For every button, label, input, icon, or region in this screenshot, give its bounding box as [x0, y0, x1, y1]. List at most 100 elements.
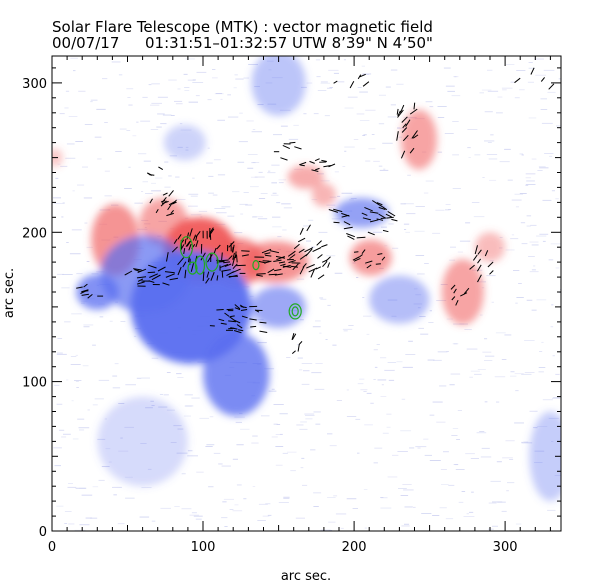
- noise-streak: [151, 190, 161, 192]
- field-vector: [333, 80, 338, 84]
- noise-streak: [267, 172, 276, 174]
- noise-streak: [400, 430, 412, 432]
- field-vector: [315, 266, 322, 270]
- noise-streak: [239, 203, 248, 205]
- noise-streak: [482, 177, 485, 178]
- noise-streak: [299, 428, 308, 430]
- noise-streak: [487, 69, 493, 71]
- field-vector: [476, 264, 482, 272]
- y-axis-label: arc sec.: [2, 268, 17, 318]
- noise-streak: [445, 209, 450, 211]
- field-vector: [399, 104, 405, 114]
- noise-streak: [188, 101, 198, 103]
- field-vector: [455, 299, 459, 306]
- noise-streak: [501, 510, 507, 512]
- noise-streak: [320, 298, 327, 300]
- field-vector: [149, 273, 158, 278]
- noise-streak: [373, 379, 376, 380]
- field-vector: [241, 254, 249, 257]
- negative-field-region: [97, 396, 188, 487]
- noise-streak: [243, 192, 249, 193]
- noise-streak: [365, 109, 376, 111]
- noise-streak: [128, 166, 131, 168]
- noise-streak: [521, 441, 524, 443]
- positive-field-region: [441, 259, 484, 325]
- noise-streak: [396, 83, 404, 85]
- noise-streak: [502, 457, 513, 459]
- noise-streak: [267, 514, 272, 516]
- noise-streak: [174, 506, 180, 507]
- noise-streak: [531, 244, 539, 246]
- noise-streak: [439, 385, 447, 387]
- noise-streak: [258, 503, 268, 505]
- noise-streak: [72, 190, 75, 192]
- noise-streak: [404, 523, 410, 525]
- field-vector: [182, 261, 187, 268]
- noise-streak: [521, 373, 532, 375]
- field-vector: [232, 263, 238, 270]
- noise-streak: [386, 413, 392, 415]
- noise-streak: [539, 233, 549, 235]
- noise-streak: [378, 94, 386, 96]
- field-vector: [137, 268, 147, 273]
- field-vector: [369, 211, 379, 214]
- field-vector: [322, 260, 328, 268]
- noise-streak: [464, 329, 472, 330]
- noise-streak: [187, 455, 198, 457]
- field-vector: [195, 240, 199, 248]
- noise-streak: [223, 498, 234, 500]
- noise-streak: [133, 335, 137, 337]
- noise-streak: [70, 57, 78, 59]
- field-vector: [530, 67, 535, 75]
- noise-streak: [424, 454, 432, 456]
- noise-streak: [195, 518, 202, 520]
- field-vector: [186, 232, 190, 240]
- noise-streak: [282, 229, 287, 231]
- noise-streak: [364, 424, 373, 426]
- noise-streak: [296, 344, 300, 346]
- noise-streak: [437, 351, 448, 353]
- noise-streak: [505, 440, 515, 442]
- noise-streak: [553, 397, 561, 398]
- field-vector: [362, 81, 370, 87]
- noise-streak: [150, 129, 159, 130]
- negative-field-region: [203, 332, 270, 417]
- noise-streak: [301, 363, 313, 364]
- field-vector: [379, 204, 388, 211]
- noise-streak: [510, 238, 519, 240]
- noise-streak: [205, 446, 213, 447]
- noise-streak: [151, 102, 162, 104]
- noise-streak: [415, 255, 425, 256]
- noise-streak: [540, 109, 548, 110]
- noise-streak: [168, 175, 172, 177]
- field-vector: [291, 333, 297, 340]
- noise-streak: [257, 520, 266, 521]
- noise-streak: [327, 433, 333, 435]
- noise-streak: [145, 193, 153, 194]
- field-vector: [274, 268, 282, 272]
- noise-streak: [425, 101, 433, 103]
- noise-streak: [57, 352, 63, 354]
- noise-streak: [112, 486, 122, 488]
- noise-streak: [465, 453, 475, 455]
- noise-streak: [446, 318, 453, 320]
- noise-streak: [257, 342, 267, 344]
- noise-streak: [113, 494, 117, 496]
- field-vector: [378, 213, 386, 219]
- field-vector: [489, 270, 494, 275]
- field-vector: [487, 261, 494, 268]
- noise-streak: [301, 383, 310, 385]
- noise-streak: [175, 103, 183, 105]
- field-vector: [137, 278, 144, 282]
- noise-streak: [251, 442, 259, 444]
- field-vector: [232, 268, 241, 274]
- noise-streak: [400, 495, 409, 496]
- noise-streak: [89, 517, 98, 519]
- noise-streak: [295, 517, 305, 519]
- noise-streak: [449, 259, 456, 261]
- field-vector: [136, 281, 145, 285]
- field-vector: [306, 224, 311, 232]
- noise-streak: [453, 464, 459, 465]
- noise-streak: [362, 73, 372, 75]
- noise-streak: [69, 253, 81, 255]
